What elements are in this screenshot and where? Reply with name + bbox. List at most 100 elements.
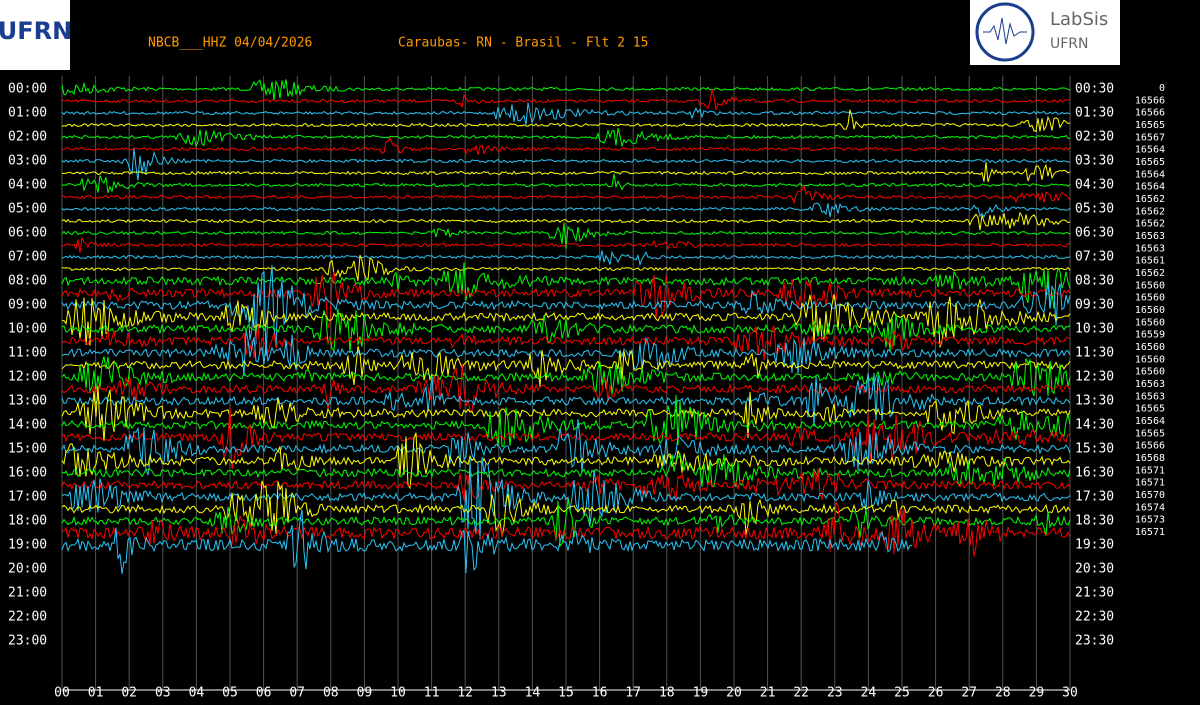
x-label: 18 bbox=[659, 686, 675, 701]
hour-label: 02:00 bbox=[8, 130, 47, 145]
trace bbox=[61, 294, 1071, 348]
trace bbox=[61, 211, 1071, 231]
hour-label: 08:00 bbox=[8, 274, 47, 289]
count-label c: 16563 bbox=[1135, 391, 1165, 402]
x-label: 01 bbox=[88, 686, 104, 701]
half-hour-label: 17:30 bbox=[1075, 490, 1114, 505]
x-label: 10 bbox=[390, 686, 406, 701]
hour-label: 19:00 bbox=[8, 538, 47, 553]
hour-label: 01:00 bbox=[8, 106, 47, 121]
x-label: 21 bbox=[760, 686, 776, 701]
hour-label: 13:00 bbox=[8, 394, 47, 409]
half-hour-label: 07:30 bbox=[1075, 250, 1114, 265]
half-hour-label: 11:30 bbox=[1075, 346, 1114, 361]
count-label c: 16564 bbox=[1135, 416, 1165, 427]
x-label: 04 bbox=[189, 686, 205, 701]
x-label: 29 bbox=[1029, 686, 1045, 701]
count-label c: 16560 bbox=[1135, 317, 1165, 328]
trace bbox=[61, 250, 1071, 267]
ufrn-logo bbox=[0, 0, 70, 70]
hour-label: 06:00 bbox=[8, 226, 47, 241]
x-label: 19 bbox=[693, 686, 709, 701]
trace bbox=[61, 202, 1071, 219]
x-label: 26 bbox=[928, 686, 944, 701]
half-hour-label: 23:30 bbox=[1075, 634, 1114, 649]
x-label: 15 bbox=[558, 686, 574, 701]
hour-label: 12:00 bbox=[8, 370, 47, 385]
hour-label: 05:00 bbox=[8, 202, 47, 217]
labsis-name: LabSis bbox=[1050, 9, 1108, 30]
trace bbox=[61, 236, 1071, 253]
half-hour-label: 14:30 bbox=[1075, 418, 1114, 433]
x-label: 00 bbox=[54, 686, 70, 701]
hour-label: 22:00 bbox=[8, 610, 47, 625]
half-hour-label: 15:30 bbox=[1075, 442, 1114, 457]
hour-label: 09:00 bbox=[8, 298, 47, 313]
station-location: Caraubas- RN - Brasil - Flt 2 15 bbox=[398, 36, 648, 51]
trace bbox=[61, 254, 1071, 281]
trace bbox=[61, 324, 1071, 361]
x-label: 03 bbox=[155, 686, 171, 701]
half-hour-label: 03:30 bbox=[1075, 154, 1114, 169]
count-label c: 16574 bbox=[1135, 502, 1165, 513]
x-label: 27 bbox=[961, 686, 977, 701]
half-hour-label: 18:30 bbox=[1075, 514, 1114, 529]
count-label c: 16571 bbox=[1135, 478, 1165, 489]
x-label: 05 bbox=[222, 686, 238, 701]
x-label: 13 bbox=[491, 686, 507, 701]
labsis-logo-ring bbox=[975, 2, 1035, 62]
trace bbox=[61, 136, 1071, 155]
count-label c: 16560 bbox=[1135, 305, 1165, 316]
count-label c: 16560 bbox=[1135, 367, 1165, 378]
trace bbox=[61, 222, 1071, 250]
trace bbox=[61, 509, 913, 574]
x-label: 28 bbox=[995, 686, 1011, 701]
trace bbox=[61, 89, 1071, 110]
count-label c: 16563 bbox=[1135, 243, 1165, 254]
labsis-logo-wave bbox=[983, 17, 1027, 45]
count-label c: 16562 bbox=[1135, 268, 1165, 279]
count-label c: 16573 bbox=[1135, 515, 1165, 526]
half-hour-label: 00:30 bbox=[1075, 82, 1114, 97]
hour-label: 07:00 bbox=[8, 250, 47, 265]
hour-label: 20:00 bbox=[8, 562, 47, 577]
trace bbox=[61, 467, 1071, 501]
count-label c: 16565 bbox=[1135, 404, 1165, 415]
hour-label: 16:00 bbox=[8, 466, 47, 481]
trace bbox=[61, 330, 1071, 376]
trace bbox=[61, 102, 1071, 125]
count-label c: 16560 bbox=[1135, 293, 1165, 304]
x-label: 07 bbox=[289, 686, 305, 701]
hour-label: 18:00 bbox=[8, 514, 47, 529]
half-hour-label: 08:30 bbox=[1075, 274, 1114, 289]
count-label c: 16561 bbox=[1135, 256, 1165, 267]
trace bbox=[61, 498, 1071, 548]
x-label: 30 bbox=[1062, 686, 1078, 701]
labsis-logo bbox=[970, 0, 1120, 65]
count-label c: 16563 bbox=[1135, 379, 1165, 390]
trace bbox=[61, 148, 1070, 181]
half-hour-label: 16:30 bbox=[1075, 466, 1114, 481]
x-label: 17 bbox=[625, 686, 641, 701]
x-label: 08 bbox=[323, 686, 339, 701]
x-label: 09 bbox=[357, 686, 373, 701]
half-hour-label: 09:30 bbox=[1075, 298, 1114, 313]
half-hour-label: 04:30 bbox=[1075, 178, 1114, 193]
hour-label: 14:00 bbox=[8, 418, 47, 433]
trace bbox=[61, 184, 1071, 205]
x-label: 06 bbox=[256, 686, 272, 701]
hour-label: 23:00 bbox=[8, 634, 47, 649]
half-hour-label: 13:30 bbox=[1075, 394, 1114, 409]
x-label: 11 bbox=[424, 686, 440, 701]
trace bbox=[61, 308, 1071, 353]
trace bbox=[61, 79, 1071, 101]
hour-label: 15:00 bbox=[8, 442, 47, 457]
hour-label: 04:00 bbox=[8, 178, 47, 193]
half-hour-label: 10:30 bbox=[1075, 322, 1114, 337]
x-label: 14 bbox=[525, 686, 541, 701]
trace bbox=[61, 394, 1071, 448]
trace bbox=[61, 173, 1071, 193]
hour-label: 21:00 bbox=[8, 586, 47, 601]
